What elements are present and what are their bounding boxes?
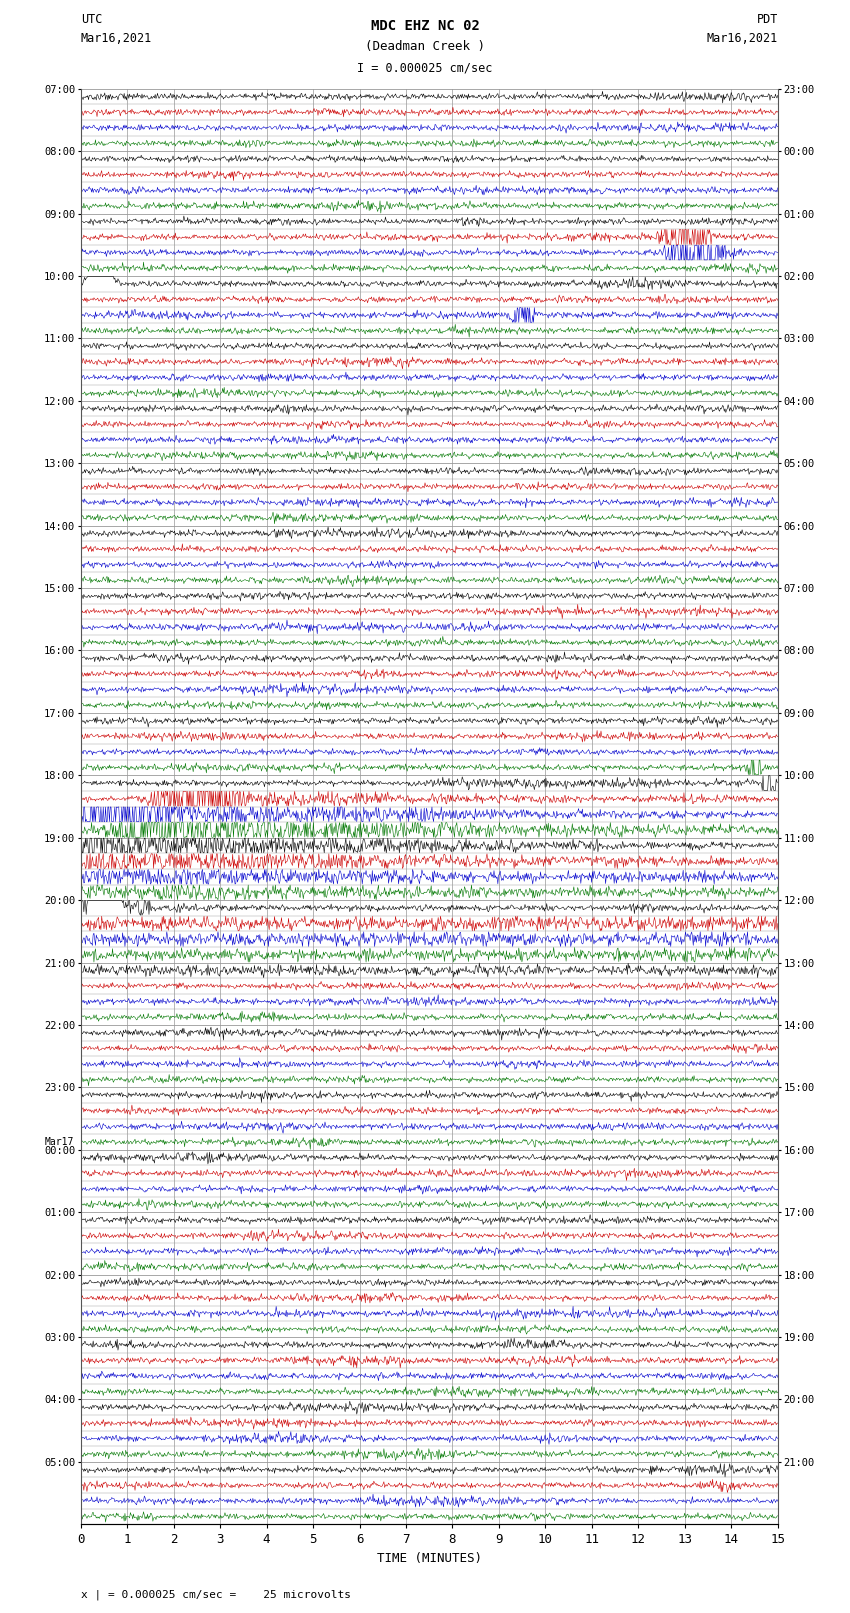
Text: PDT: PDT bbox=[756, 13, 778, 26]
Text: Mar16,2021: Mar16,2021 bbox=[706, 32, 778, 45]
Text: Mar16,2021: Mar16,2021 bbox=[81, 32, 152, 45]
X-axis label: TIME (MINUTES): TIME (MINUTES) bbox=[377, 1552, 482, 1565]
Text: I = 0.000025 cm/sec: I = 0.000025 cm/sec bbox=[357, 61, 493, 74]
Text: MDC EHZ NC 02: MDC EHZ NC 02 bbox=[371, 19, 479, 34]
Text: UTC: UTC bbox=[81, 13, 102, 26]
Text: Mar17: Mar17 bbox=[44, 1137, 74, 1147]
Text: x | = 0.000025 cm/sec =    25 microvolts: x | = 0.000025 cm/sec = 25 microvolts bbox=[81, 1589, 351, 1600]
Text: (Deadman Creek ): (Deadman Creek ) bbox=[365, 40, 485, 53]
